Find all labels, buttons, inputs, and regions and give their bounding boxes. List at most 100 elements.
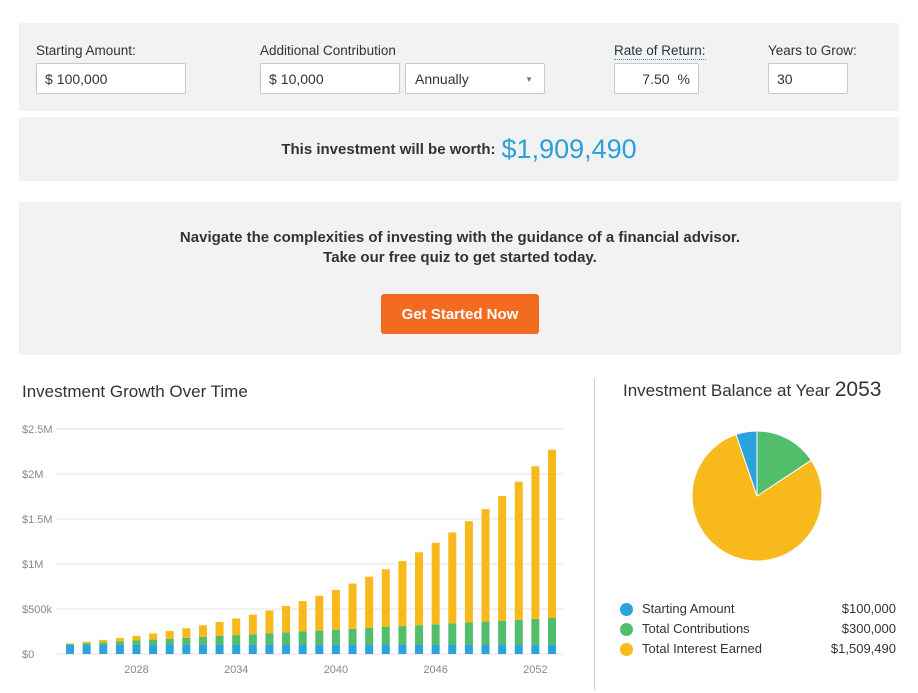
- bar-segment-starting-amount[interactable]: [315, 645, 324, 654]
- bar-segment-total-interest-earned[interactable]: [149, 633, 158, 640]
- bar-segment-starting-amount[interactable]: [232, 645, 241, 654]
- bar-segment-total-contributions[interactable]: [398, 626, 407, 645]
- bar-segment-total-interest-earned[interactable]: [198, 625, 207, 637]
- bar-segment-total-contributions[interactable]: [215, 636, 224, 645]
- bar-segment-total-interest-earned[interactable]: [165, 630, 174, 639]
- bar-segment-total-contributions[interactable]: [481, 621, 490, 645]
- bar-segment-total-contributions[interactable]: [365, 627, 374, 645]
- bar-segment-starting-amount[interactable]: [448, 645, 457, 654]
- bar-segment-total-contributions[interactable]: [464, 622, 473, 646]
- bar-segment-total-contributions[interactable]: [381, 627, 390, 645]
- bar-segment-total-interest-earned[interactable]: [448, 532, 457, 624]
- starting-amount-input[interactable]: $ 100,000: [36, 63, 186, 94]
- bar-segment-total-contributions[interactable]: [298, 631, 307, 646]
- bar-segment-total-contributions[interactable]: [415, 625, 424, 645]
- bar-segment-total-interest-earned[interactable]: [548, 449, 556, 618]
- bar-segment-starting-amount[interactable]: [514, 645, 523, 654]
- bar-segment-starting-amount[interactable]: [165, 645, 174, 654]
- bar-segment-starting-amount[interactable]: [481, 645, 490, 654]
- get-started-button[interactable]: Get Started Now: [381, 294, 539, 334]
- bar-segment-starting-amount[interactable]: [548, 645, 556, 654]
- bar-segment-total-interest-earned[interactable]: [464, 521, 473, 623]
- bar-segment-total-contributions[interactable]: [331, 629, 340, 645]
- bar-segment-total-interest-earned[interactable]: [481, 509, 490, 622]
- bar-segment-starting-amount[interactable]: [149, 645, 158, 654]
- bar-segment-total-contributions[interactable]: [132, 640, 141, 646]
- rate-of-return-label[interactable]: Rate of Return:: [614, 43, 706, 60]
- bar-segment-total-contributions[interactable]: [348, 628, 357, 645]
- bar-segment-total-interest-earned[interactable]: [498, 495, 507, 621]
- bar-segment-starting-amount[interactable]: [182, 645, 191, 654]
- x-tick-label: 2028: [124, 664, 148, 676]
- bar-segment-starting-amount[interactable]: [431, 645, 440, 654]
- pie-slice-total-interest-earned[interactable]: [691, 433, 823, 562]
- bar-segment-total-interest-earned[interactable]: [66, 643, 74, 645]
- bar-segment-total-contributions[interactable]: [448, 623, 457, 645]
- bar-segment-total-interest-earned[interactable]: [232, 618, 241, 636]
- bar-segment-starting-amount[interactable]: [298, 645, 307, 654]
- bar-segment-total-contributions[interactable]: [265, 633, 274, 645]
- bar-segment-total-contributions[interactable]: [232, 635, 241, 645]
- bar-segment-starting-amount[interactable]: [348, 645, 357, 654]
- bar-segment-total-interest-earned[interactable]: [415, 552, 424, 626]
- bar-segment-total-contributions[interactable]: [182, 637, 191, 645]
- bar-segment-total-interest-earned[interactable]: [365, 576, 374, 628]
- bar-segment-total-interest-earned[interactable]: [381, 569, 390, 627]
- bar-segment-total-interest-earned[interactable]: [265, 610, 274, 634]
- bar-segment-total-contributions[interactable]: [149, 639, 158, 645]
- bar-segment-total-interest-earned[interactable]: [115, 637, 124, 642]
- bar-segment-total-interest-earned[interactable]: [215, 622, 224, 636]
- bar-segment-total-contributions[interactable]: [498, 620, 507, 645]
- bar-segment-total-interest-earned[interactable]: [132, 635, 141, 641]
- bar-segment-starting-amount[interactable]: [498, 645, 507, 654]
- bar-segment-total-contributions[interactable]: [282, 632, 291, 645]
- bar-segment-starting-amount[interactable]: [365, 645, 374, 654]
- rate-of-return-input[interactable]: 7.50 %: [614, 63, 699, 94]
- bar-segment-starting-amount[interactable]: [265, 645, 274, 654]
- bar-segment-starting-amount[interactable]: [398, 645, 407, 654]
- bar-segment-starting-amount[interactable]: [464, 645, 473, 654]
- bar-segment-starting-amount[interactable]: [99, 645, 108, 654]
- pie-slice-total-contributions[interactable]: [756, 430, 812, 497]
- bar-segment-total-contributions[interactable]: [198, 636, 207, 645]
- bar-segment-total-interest-earned[interactable]: [298, 601, 307, 632]
- years-to-grow-input[interactable]: 30: [768, 63, 848, 94]
- bar-segment-starting-amount[interactable]: [115, 645, 124, 654]
- bar-segment-total-interest-earned[interactable]: [99, 639, 108, 643]
- bar-segment-total-interest-earned[interactable]: [398, 561, 407, 627]
- bar-segment-total-interest-earned[interactable]: [531, 466, 540, 619]
- bar-segment-starting-amount[interactable]: [132, 645, 141, 654]
- bar-segment-total-interest-earned[interactable]: [331, 589, 340, 630]
- bar-segment-starting-amount[interactable]: [82, 645, 91, 654]
- bar-segment-starting-amount[interactable]: [198, 645, 207, 654]
- bar-segment-starting-amount[interactable]: [381, 645, 390, 654]
- bar-segment-total-interest-earned[interactable]: [315, 595, 324, 631]
- bar-segment-total-contributions[interactable]: [248, 634, 257, 645]
- bar-segment-total-contributions[interactable]: [431, 624, 440, 645]
- bar-segment-starting-amount[interactable]: [415, 645, 424, 654]
- bar-segment-total-contributions[interactable]: [66, 644, 74, 645]
- bar-segment-total-interest-earned[interactable]: [348, 583, 357, 629]
- bar-segment-starting-amount[interactable]: [531, 645, 540, 654]
- bar-segment-starting-amount[interactable]: [282, 645, 291, 654]
- bar-segment-total-interest-earned[interactable]: [248, 614, 257, 635]
- bar-segment-total-interest-earned[interactable]: [282, 606, 291, 633]
- bar-segment-starting-amount[interactable]: [66, 645, 74, 654]
- bar-segment-total-interest-earned[interactable]: [182, 628, 191, 638]
- bar-segment-starting-amount[interactable]: [215, 645, 224, 654]
- bar-segment-total-contributions[interactable]: [82, 643, 91, 645]
- bar-segment-total-contributions[interactable]: [315, 630, 324, 645]
- bar-segment-total-contributions[interactable]: [531, 618, 540, 645]
- bar-segment-total-contributions[interactable]: [514, 619, 523, 645]
- bar-segment-total-interest-earned[interactable]: [82, 641, 91, 644]
- bar-segment-total-contributions[interactable]: [115, 641, 124, 645]
- bar-segment-total-interest-earned[interactable]: [431, 542, 440, 625]
- bar-segment-starting-amount[interactable]: [331, 645, 340, 654]
- bar-segment-total-interest-earned[interactable]: [514, 481, 523, 620]
- bar-segment-total-contributions[interactable]: [548, 618, 556, 645]
- additional-contribution-input[interactable]: $ 10,000: [260, 63, 400, 94]
- bar-segment-starting-amount[interactable]: [248, 645, 257, 654]
- contribution-frequency-select[interactable]: Annually ▼: [405, 63, 545, 94]
- bar-segment-total-contributions[interactable]: [165, 638, 174, 645]
- bar-segment-total-contributions[interactable]: [99, 642, 108, 645]
